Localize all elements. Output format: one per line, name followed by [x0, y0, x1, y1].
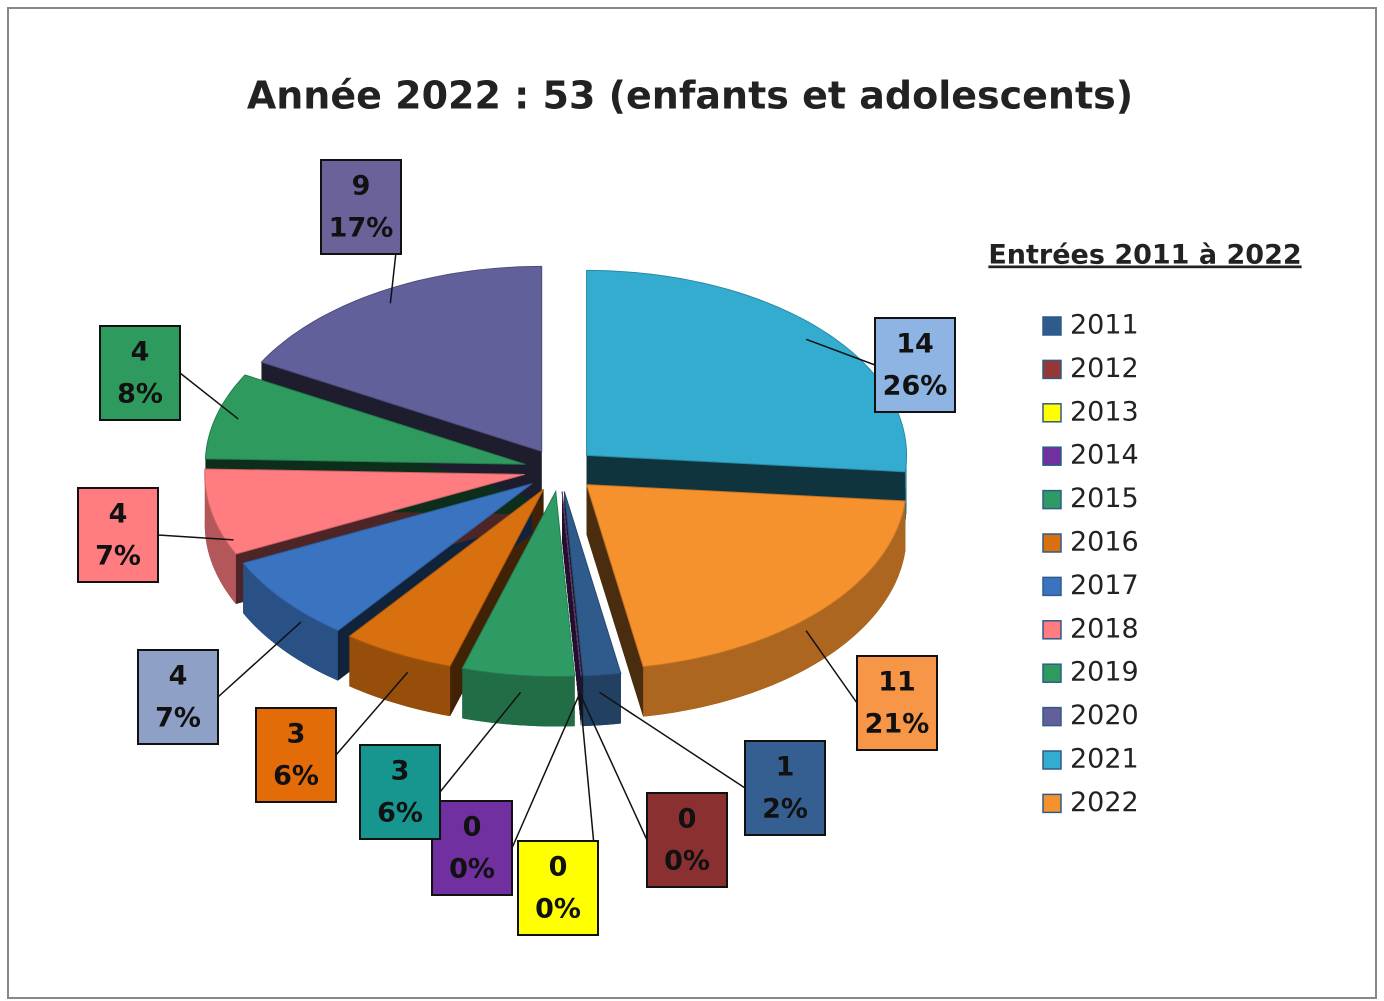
- legend-swatch: [1042, 316, 1062, 336]
- data-label: 1: [776, 752, 795, 783]
- leader-lines: [157, 206, 876, 889]
- legend-swatch: [1042, 403, 1062, 423]
- data-label: 11: [878, 667, 916, 698]
- pie-tops: [204, 265, 908, 677]
- slice: [585, 484, 906, 668]
- data-label: 6%: [377, 798, 423, 829]
- legend-swatch: [1042, 533, 1062, 553]
- leader-line: [335, 671, 409, 756]
- data-label: 26%: [883, 371, 948, 402]
- data-label: 0%: [535, 894, 581, 925]
- slice: [242, 483, 533, 632]
- legend-title: Entrées 2011 à 2022: [988, 240, 1301, 271]
- data-label: 17%: [329, 213, 394, 244]
- chart-title: Année 2022 : 53 (enfants et adolescents): [247, 74, 1133, 118]
- leader-line: [217, 621, 302, 698]
- legend-label: 2022: [1070, 787, 1139, 818]
- slice-wall: [583, 673, 621, 727]
- label-box: [646, 792, 728, 888]
- slice: [563, 491, 622, 677]
- data-label: 3: [287, 719, 306, 750]
- slice-side: [586, 484, 644, 717]
- leader-line: [511, 693, 581, 849]
- legend-swatch: [1042, 706, 1062, 727]
- slice-wall: [243, 563, 338, 681]
- pie-walls: [204, 455, 907, 727]
- legend-swatch: [1042, 446, 1062, 466]
- data-label: 0: [463, 812, 482, 843]
- data-label: 7%: [95, 541, 141, 572]
- leader-line: [579, 692, 648, 841]
- legend-swatch: [1042, 359, 1062, 380]
- label-box: [99, 325, 181, 421]
- slice: [586, 269, 908, 473]
- slice-side: [562, 491, 582, 727]
- label-box: [77, 487, 159, 583]
- legend-swatch: [1042, 663, 1062, 683]
- data-label: 0%: [664, 846, 710, 877]
- data-labels: 1 2% 0 0% 0 0% 0 0% 3 6% 3 6% 4 7% 4 7% 4 8% 9 17% 14 26% 11 21…: [77, 159, 956, 936]
- data-label: 4: [169, 661, 188, 692]
- slice: [561, 491, 582, 677]
- legend-label: 2017: [1070, 570, 1139, 601]
- label-box: [744, 740, 826, 836]
- label-box: [137, 649, 219, 745]
- leader-line: [179, 372, 239, 420]
- legend-swatch: [1042, 793, 1062, 814]
- data-label: 2%: [762, 794, 808, 825]
- label-box: [517, 840, 599, 936]
- leader-line: [157, 534, 234, 541]
- legend-swatch: [1042, 750, 1062, 770]
- legend-label: 2016: [1070, 527, 1139, 558]
- data-label: 0%: [449, 854, 495, 885]
- label-box: [320, 159, 402, 255]
- slice: [204, 468, 525, 555]
- legend: 2011 2012 2013 2014 2015 2016 2017 2018 2019 2020…: [1042, 310, 1139, 818]
- label-box: [359, 744, 441, 840]
- legend-label: 2021: [1070, 744, 1139, 775]
- legend-label: 2011: [1070, 310, 1139, 341]
- data-label: 7%: [155, 703, 201, 734]
- data-label: 0: [549, 852, 568, 883]
- legend-label: 2020: [1070, 700, 1139, 731]
- label-box: [856, 655, 938, 751]
- data-label: 21%: [865, 709, 930, 740]
- data-label: 4: [131, 337, 150, 368]
- slice: [260, 265, 543, 453]
- legend-swatch: [1042, 489, 1062, 510]
- legend-label: 2012: [1070, 353, 1139, 384]
- legend-label: 2015: [1070, 483, 1139, 514]
- legend-swatch: [1042, 620, 1062, 640]
- data-label: 8%: [117, 379, 163, 410]
- data-label: 9: [352, 171, 371, 202]
- slice-wall: [349, 636, 451, 717]
- leader-line: [805, 338, 876, 366]
- leader-line: [439, 691, 522, 793]
- legend-swatch: [1042, 576, 1062, 597]
- label-box: [255, 707, 337, 803]
- data-label: 14: [896, 329, 934, 360]
- legend-label: 2013: [1070, 396, 1139, 427]
- slice-wall: [643, 501, 906, 717]
- slice: [204, 374, 526, 465]
- slice: [348, 488, 545, 667]
- slice: [461, 489, 576, 677]
- leader-line: [805, 630, 858, 704]
- data-label: 6%: [273, 761, 319, 792]
- leader-line: [599, 691, 746, 789]
- legend-label: 2019: [1070, 657, 1139, 688]
- legend-label: 2014: [1070, 440, 1139, 471]
- data-label: 0: [678, 804, 697, 835]
- label-box: [874, 317, 956, 413]
- slice-wall: [462, 668, 575, 727]
- label-box: [431, 800, 513, 896]
- legend-label: 2018: [1070, 613, 1139, 644]
- data-label: 4: [109, 499, 128, 530]
- data-label: 3: [391, 756, 410, 787]
